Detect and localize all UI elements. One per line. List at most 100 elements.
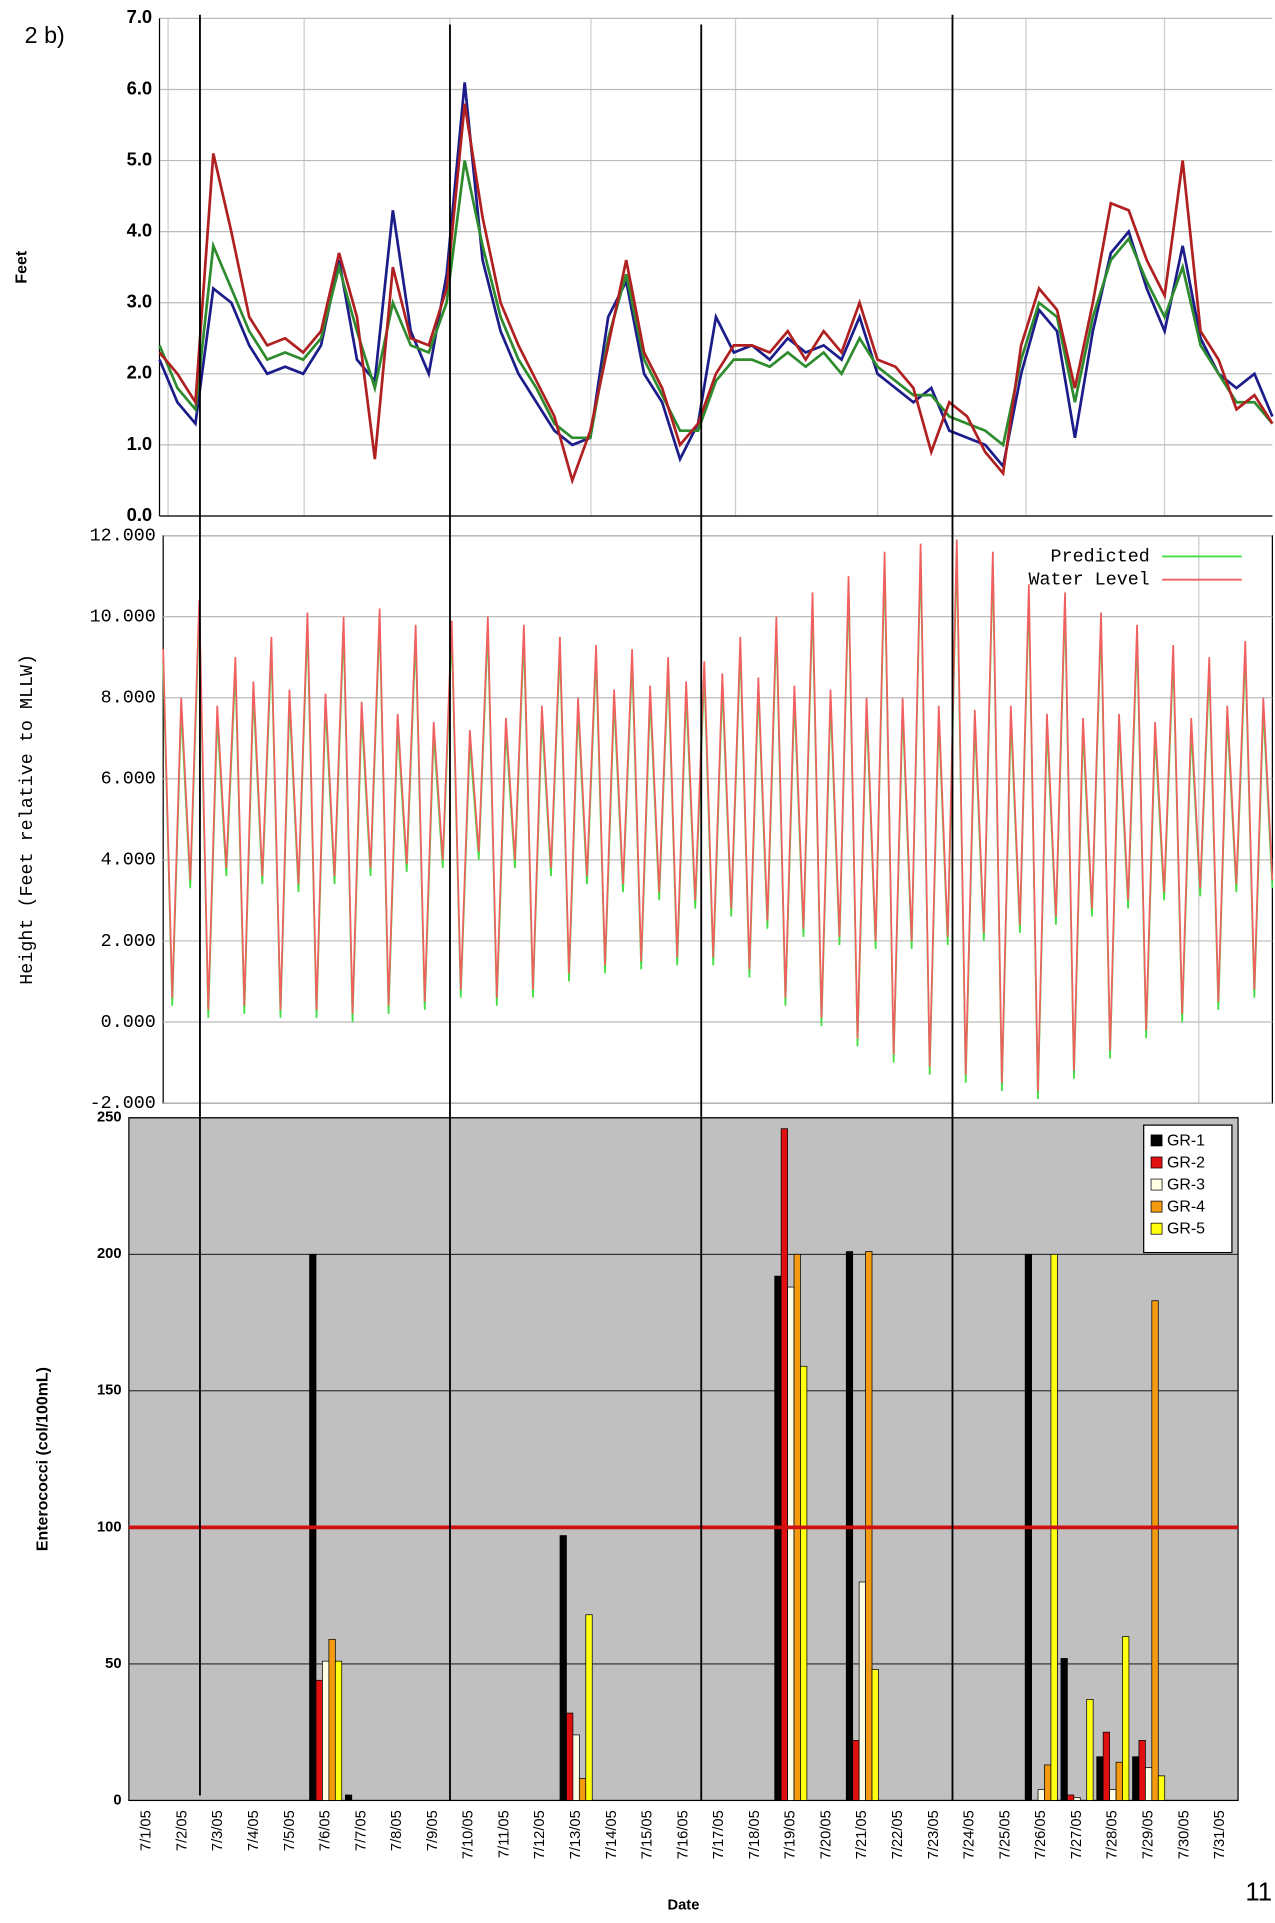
bar [1132,1756,1140,1801]
bar [787,1286,795,1801]
x-tick-label: 7/31/05 [1212,1810,1228,1859]
x-tick-label: 7/20/05 [818,1810,834,1859]
bar [1138,1739,1146,1801]
x-tick-label: 7/23/05 [926,1810,942,1859]
y-tick-label: 0.000 [101,1012,156,1033]
y-tick-label: 12.000 [90,525,156,546]
x-tick-label: 7/8/05 [389,1810,405,1851]
y-tick-label: 50 [105,1656,121,1672]
x-tick-label: 7/6/05 [318,1810,334,1851]
series-line [162,539,1274,1091]
legend-label: GR-5 [1167,1221,1205,1238]
bar [328,1638,336,1801]
bar [1109,1789,1117,1801]
legend-swatch [1150,1222,1163,1235]
x-tick-label: 7/14/05 [604,1810,620,1859]
y-tick-label: 10.000 [90,607,156,628]
x-tick-label: 7/5/05 [282,1810,298,1851]
legend-label: GR-1 [1167,1132,1205,1149]
bar [858,1581,866,1801]
bar [1067,1794,1075,1801]
y-tick-label: 6.0 [127,77,153,98]
y-tick-label: 8.000 [101,688,156,709]
x-tick-label: 7/19/05 [783,1810,799,1859]
legend-swatch [1150,1134,1163,1147]
y-tick-label: 6.000 [101,769,156,790]
x-tick-label: 7/12/05 [532,1810,548,1859]
figure-label: 2 b) [25,22,65,48]
y-tick-label: 2.0 [127,362,153,383]
bar [871,1668,879,1801]
bar [852,1739,860,1801]
x-tick-label: 7/24/05 [962,1810,978,1859]
bar [322,1660,330,1801]
page-number: 11 [1245,1878,1272,1906]
y-axis-label: Enterococci (col/100mL) [34,1367,51,1551]
x-tick-label: 7/7/05 [353,1810,369,1851]
x-tick-label: 7/16/05 [675,1810,691,1859]
bar [1157,1775,1166,1801]
bar [1151,1300,1159,1801]
y-tick-label: 7.0 [127,6,153,27]
y-axis-label: Feet [13,250,30,283]
bar [572,1734,580,1801]
overlay-lines [199,14,954,1801]
bar [344,1794,353,1801]
x-tick-label: 7/26/05 [1033,1810,1049,1859]
y-tick-label: 4.000 [101,850,156,871]
legend-swatch [1150,1200,1163,1213]
x-tick-label: 7/13/05 [568,1810,584,1859]
series-line [158,160,1274,448]
y-tick-label: 200 [97,1246,122,1262]
y-tick-label: 0.0 [127,504,153,525]
x-tick-label: 7/29/05 [1140,1810,1156,1859]
bar [559,1535,567,1801]
bar [578,1778,587,1801]
x-tick-label: 7/28/05 [1105,1810,1121,1859]
bar [1145,1767,1153,1801]
bar [1096,1756,1104,1801]
y-tick-label: -2.000 [90,1093,156,1114]
y-tick-label: 0 [113,1792,121,1808]
bar [334,1660,343,1801]
x-tick-label: 7/4/05 [246,1810,262,1851]
plot-area [128,1117,1239,1802]
legend-label: GR-4 [1167,1198,1205,1215]
y-tick-label: 100 [97,1519,122,1535]
bar [1122,1636,1130,1801]
x-tick-label: 7/9/05 [425,1810,441,1851]
y-tick-label: 2.000 [101,931,156,952]
plot-area [160,18,1273,516]
legend-swatch [1150,1156,1163,1169]
legend-label: Water Level [1029,570,1150,591]
y-tick-label: 4.0 [127,220,153,241]
y-tick-label: 5.0 [127,148,153,169]
y-tick-label: 150 [97,1383,122,1399]
legend-label: GR-3 [1167,1176,1205,1193]
bar [1086,1699,1094,1801]
bar [315,1679,323,1801]
x-tick-label: 7/10/05 [461,1810,477,1859]
bar [1037,1789,1045,1801]
series-line [158,103,1274,485]
legend-label: Predicted [1051,546,1150,567]
x-tick-label: 7/11/05 [496,1810,512,1858]
bar [1102,1731,1110,1801]
bar [585,1614,593,1801]
bar [774,1275,782,1801]
y-tick-label: 250 [97,1110,122,1126]
x-tick-label: 7/30/05 [1176,1810,1192,1859]
y-tick-label: 1.0 [127,433,153,454]
bar [1044,1764,1052,1801]
x-tick-label: 7/18/05 [747,1810,763,1859]
bar [780,1128,788,1801]
x-tick-label: 7/21/05 [854,1810,870,1859]
bar [1060,1658,1068,1801]
x-tick-label: 7/22/05 [890,1810,906,1859]
x-tick-label: 7/15/05 [640,1810,656,1859]
y-tick-label: 3.0 [127,291,153,312]
bar [566,1712,574,1801]
x-tick-label: 7/17/05 [711,1810,727,1859]
x-tick-label: 7/25/05 [997,1810,1013,1859]
